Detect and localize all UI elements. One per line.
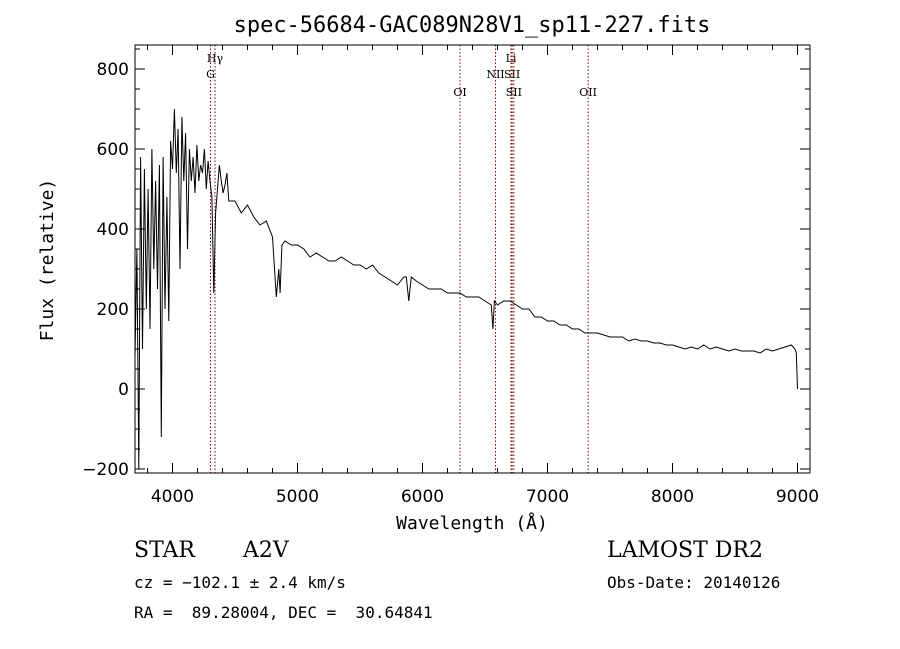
object-type: STAR: [134, 538, 195, 563]
spectral-line-label: SII: [504, 68, 520, 81]
y-tick-label: 400: [97, 220, 129, 240]
y-tick-label: 800: [97, 60, 129, 80]
x-axis: 4000 5000 6000 7000 8000 9000: [147, 45, 819, 507]
x-tick-label: 6000: [401, 487, 444, 507]
chart-title: spec-56684-GAC089N28V1_sp11-227.fits: [234, 13, 711, 38]
spectral-line-label: SII: [506, 86, 522, 99]
y-tick-label: 200: [97, 300, 129, 320]
spectrum-line: [135, 108, 798, 470]
object-subclass: A2V: [243, 538, 289, 563]
spectral-line-label: Hγ: [207, 52, 224, 65]
x-tick-label: 9000: [776, 487, 819, 507]
y-tick-label: 0: [118, 380, 129, 400]
y-axis: −200 0 200 400 600 800: [82, 48, 810, 480]
x-tick-label: 8000: [651, 487, 694, 507]
spectral-line-label: OI: [453, 86, 466, 99]
spectral-line-label: OII: [579, 86, 597, 99]
y-tick-label: 600: [97, 140, 129, 160]
x-tick-label: 4000: [151, 487, 194, 507]
coordinates: RA = 89.28004, DEC = 30.64841: [134, 603, 433, 622]
x-tick-label: 5000: [276, 487, 319, 507]
plot-frame: [134, 44, 811, 474]
y-tick-label: −200: [82, 460, 129, 480]
x-tick-label: 7000: [526, 487, 569, 507]
spectral-line-label: NII: [486, 68, 504, 81]
survey-name: LAMOST DR2: [607, 538, 763, 563]
x-axis-label: Wavelength (Å): [396, 512, 548, 534]
spectral-line-label: G: [206, 68, 215, 81]
observation-date: Obs-Date: 20140126: [607, 573, 781, 592]
y-axis-label: Flux (relative): [37, 179, 58, 342]
redshift-cz: cz = −102.1 ± 2.4 km/s: [134, 573, 346, 592]
spectral-line-label: Li: [506, 52, 517, 65]
